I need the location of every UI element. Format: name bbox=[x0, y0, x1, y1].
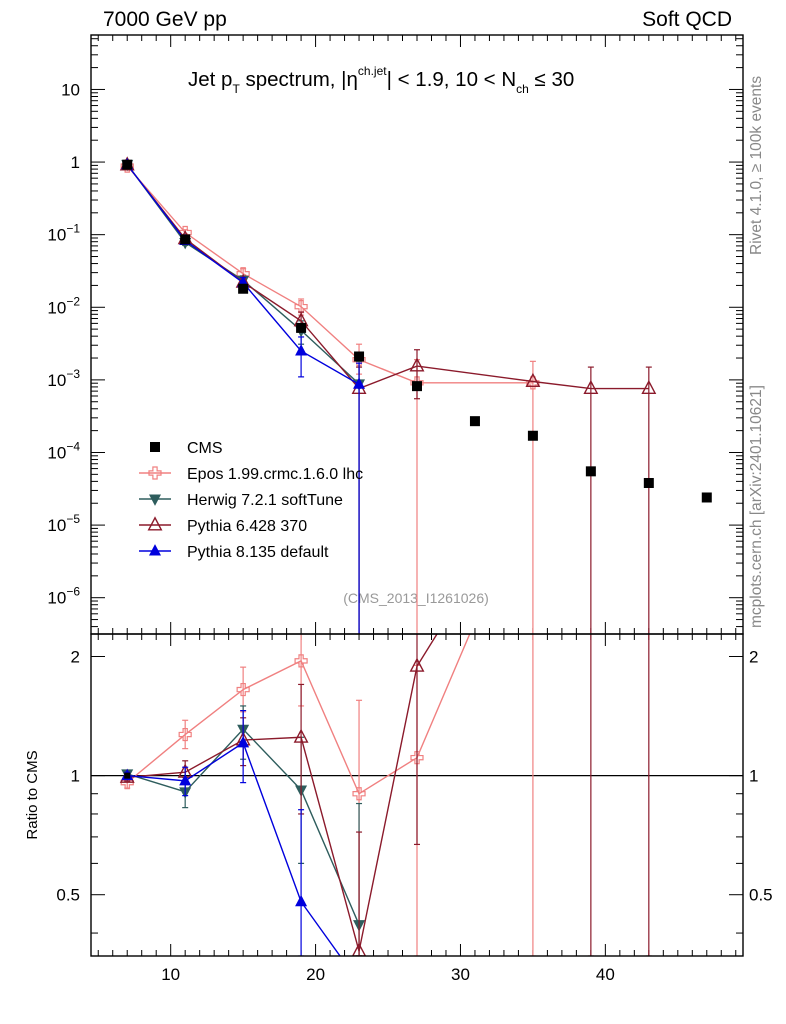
y-tick-label-main: 10−5 bbox=[47, 512, 80, 535]
legend-label: Epos 1.99.crmc.1.6.0 lhc bbox=[187, 466, 363, 483]
marker-point bbox=[180, 234, 191, 245]
marker-point bbox=[354, 351, 365, 362]
plot-frames bbox=[90, 34, 744, 957]
marker-point bbox=[353, 976, 365, 987]
marker-point bbox=[412, 381, 422, 392]
y-tick-label-ratio-right: 0.5 bbox=[749, 886, 773, 905]
marker-point bbox=[149, 494, 161, 506]
y-tick-label-ratio-right: 1 bbox=[749, 767, 758, 786]
y-tick-label-main: 10 bbox=[61, 80, 80, 99]
marker-point bbox=[409, 657, 425, 672]
series-line bbox=[126, 165, 533, 384]
marker-point bbox=[237, 735, 250, 748]
y-tick-label-ratio-right: 2 bbox=[749, 648, 758, 667]
data-series bbox=[122, 159, 712, 503]
series-ratio bbox=[121, 709, 365, 987]
marker-point bbox=[701, 492, 712, 503]
legend-label: Herwig 7.2.1 softTune bbox=[187, 492, 343, 509]
marker-point bbox=[124, 772, 131, 779]
ratio-frame bbox=[90, 633, 744, 957]
marker-point bbox=[296, 322, 307, 333]
marker-point bbox=[149, 544, 161, 556]
marker-point bbox=[294, 300, 308, 314]
series-ratio-line bbox=[127, 634, 438, 952]
marker-point bbox=[147, 516, 163, 531]
marker-point bbox=[353, 377, 366, 389]
y-tick-label-main: 10−2 bbox=[47, 294, 80, 317]
y-tick-label-main: 10−1 bbox=[47, 222, 80, 245]
y-tick-label-main: 10−3 bbox=[47, 367, 80, 390]
marker-point bbox=[295, 344, 308, 356]
series-line bbox=[126, 164, 649, 390]
marker-point bbox=[410, 751, 424, 765]
axes: 10 20 30 40 10 1 10−1 10−2 10−3 10−4 10−5 10−6 2 2 1 1 0… bbox=[47, 35, 773, 984]
y-tick-label-ratio: 1 bbox=[71, 767, 80, 786]
marker-point bbox=[294, 654, 308, 668]
marker-point bbox=[469, 416, 480, 427]
marker-point bbox=[643, 477, 654, 488]
marker-point bbox=[585, 317, 598, 329]
series-main bbox=[119, 156, 657, 634]
marker-point bbox=[122, 159, 133, 170]
marker-point bbox=[583, 379, 599, 395]
series-ratio bbox=[120, 634, 536, 956]
marker-point bbox=[525, 372, 541, 387]
y-tick-label-main: 10−4 bbox=[47, 439, 80, 462]
x-tick-label: 10 bbox=[161, 965, 180, 984]
marker-point bbox=[585, 466, 596, 477]
marker-point bbox=[409, 357, 425, 372]
marker-point bbox=[238, 283, 249, 294]
legend-label: Pythia 8.135 default bbox=[187, 544, 329, 561]
x-tick-label: 20 bbox=[306, 965, 325, 984]
marker-point bbox=[643, 254, 656, 266]
main-plot-area bbox=[119, 156, 712, 634]
marker-point bbox=[179, 773, 192, 786]
marker-point bbox=[641, 379, 657, 395]
header-category-label: Soft QCD bbox=[642, 8, 732, 31]
marker-point bbox=[148, 466, 162, 480]
chart-title: Jet pT spectrum, |ηch.jet| < 1.9, 10 < N… bbox=[188, 64, 574, 96]
ratio-y-axis-label: Ratio to CMS bbox=[24, 750, 41, 839]
legend-label: CMS bbox=[187, 440, 223, 457]
marker-point bbox=[351, 942, 367, 956]
marker-point bbox=[527, 430, 538, 441]
marker-point bbox=[295, 894, 308, 907]
header-energy-label: 7000 GeV pp bbox=[103, 8, 227, 31]
svg-text:Jet pT spectrum, |ηch.jet| < 1: Jet pT spectrum, |ηch.jet| < 1.9, 10 < N… bbox=[188, 64, 574, 96]
marker-point bbox=[352, 787, 366, 801]
y-tick-label-ratio: 2 bbox=[71, 648, 80, 667]
y-tick-label-main: 1 bbox=[71, 153, 80, 172]
y-tick-label-ratio: 0.5 bbox=[56, 886, 80, 905]
marker-point bbox=[293, 728, 309, 743]
series-main bbox=[120, 159, 540, 634]
y-tick-label-main: 10−6 bbox=[47, 585, 80, 608]
marker-point bbox=[236, 682, 250, 697]
marker-point bbox=[178, 727, 192, 742]
marker-point bbox=[150, 442, 160, 452]
x-tick-label: 30 bbox=[451, 965, 470, 984]
legend: CMS Epos 1.99.crmc.1.6.0 lhc Herwig 7.2.1 … bbox=[139, 440, 363, 561]
legend-label: Pythia 6.428 370 bbox=[187, 518, 307, 535]
x-tick-label: 40 bbox=[596, 965, 615, 984]
analysis-id-label: (CMS_2013_I1261026) bbox=[343, 590, 489, 606]
ratio-plot-area bbox=[91, 254, 743, 987]
